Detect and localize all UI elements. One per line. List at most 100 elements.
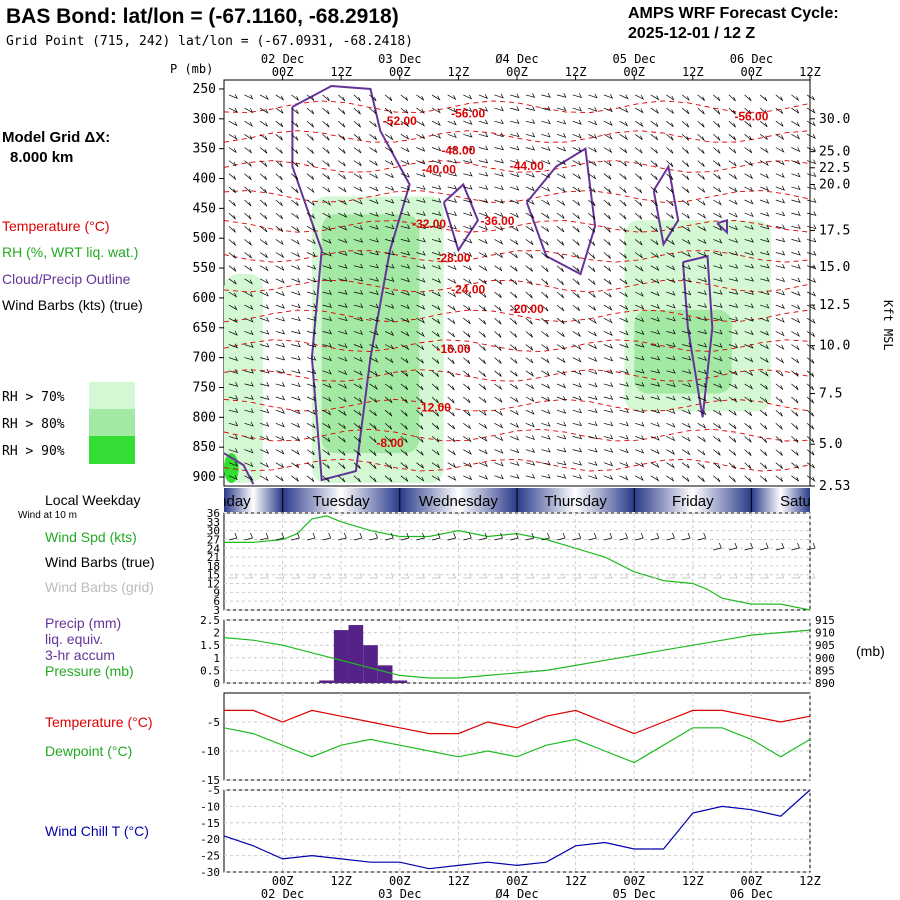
height-tick-label: 30.0 xyxy=(819,112,850,127)
wind-barb xyxy=(760,263,770,269)
wind-barb xyxy=(713,396,723,403)
wind-barb xyxy=(244,120,253,127)
wind-barb xyxy=(260,355,270,361)
wind-barb xyxy=(556,532,566,541)
wind-barb xyxy=(275,291,285,297)
cloud-outline xyxy=(682,254,714,418)
top-hour-label: 00Z xyxy=(389,65,411,79)
wind-barb xyxy=(697,94,705,101)
wind-barb xyxy=(384,107,393,114)
wind-barb xyxy=(259,408,270,414)
wind-barb xyxy=(384,147,394,154)
wind-barb xyxy=(306,252,316,257)
wind-barb xyxy=(728,199,738,206)
wind-barb xyxy=(306,532,316,541)
wind-barb xyxy=(353,276,364,282)
wind-barb xyxy=(228,434,239,440)
wind-barb xyxy=(463,225,473,230)
wind-barb xyxy=(619,107,629,113)
wind-barb xyxy=(541,434,551,440)
wind-barb xyxy=(275,252,285,259)
wind-barb xyxy=(791,542,800,551)
wind-barb xyxy=(244,226,252,233)
wind-barb xyxy=(634,160,643,167)
wind-barb xyxy=(556,265,564,273)
wind-barb xyxy=(572,120,582,125)
wind-barb xyxy=(697,436,707,443)
wind-barb xyxy=(494,93,504,99)
p-tick-label: 750 xyxy=(193,380,216,395)
wind-barb xyxy=(228,239,236,246)
wind-barb xyxy=(728,238,739,244)
wind-barb xyxy=(322,396,332,402)
wind-barb xyxy=(338,199,347,206)
wind-barb xyxy=(681,409,692,415)
wind-barb xyxy=(806,107,816,114)
wind-barb xyxy=(666,160,674,167)
wind-barb xyxy=(666,329,676,335)
wind-barb xyxy=(510,383,518,390)
wind-barb xyxy=(478,291,487,298)
wind-barb xyxy=(431,331,440,337)
temperature-line xyxy=(224,709,811,735)
wind-barb xyxy=(713,160,721,167)
wind-barb xyxy=(760,290,770,296)
wind-barb xyxy=(775,475,784,482)
wind-barb xyxy=(447,158,457,164)
cloud-outline xyxy=(223,452,255,485)
wind-barb xyxy=(588,239,596,246)
wind-barb xyxy=(619,448,629,454)
wind-barb xyxy=(338,212,348,218)
wind-barb xyxy=(447,462,457,469)
wind-barb xyxy=(322,212,332,219)
isotherm-label: -12.00 xyxy=(417,400,451,414)
height-tick-label: 2.53 xyxy=(819,479,850,494)
wind-barb xyxy=(369,396,378,403)
wind-barb xyxy=(807,185,817,190)
wind-barb xyxy=(447,224,457,230)
wind-barb xyxy=(291,329,301,335)
p-tick-label: 450 xyxy=(193,201,216,216)
wind-barb-grid xyxy=(728,572,738,579)
wind-barb xyxy=(478,158,489,164)
wind-barb xyxy=(353,383,363,390)
cloud-outline xyxy=(525,147,597,276)
wind-barb xyxy=(759,462,768,470)
wind-barb xyxy=(463,252,473,258)
p-tick-label: 550 xyxy=(193,261,216,276)
wind-barb xyxy=(525,106,536,111)
wind-barb xyxy=(603,173,612,180)
wind-barb xyxy=(353,199,363,205)
wind-barb xyxy=(291,382,301,388)
wind-barb xyxy=(744,423,752,430)
p-tick-label: 850 xyxy=(193,440,216,455)
wind-barb xyxy=(588,160,597,167)
y-tick-label: 36 xyxy=(207,507,220,520)
wind-barb xyxy=(635,342,645,348)
wind-barb xyxy=(666,462,675,469)
wind-barb xyxy=(353,343,364,349)
wind-barb xyxy=(447,344,455,351)
wind-barb xyxy=(494,278,503,285)
wind-barb xyxy=(744,290,754,295)
wind-barb-grid xyxy=(228,572,238,579)
wind-barb xyxy=(259,435,270,441)
windchill-panel: -5 -10 -15 -20 -25 -30 xyxy=(200,784,811,879)
weekday-cell xyxy=(634,488,752,512)
wind-barb xyxy=(463,532,472,541)
wind-barb xyxy=(244,278,253,285)
wind-barb xyxy=(244,381,254,387)
wind-barb xyxy=(322,186,331,193)
wind-barb xyxy=(759,94,768,102)
wind-barb xyxy=(744,357,754,363)
precip-label-1: Precip (mm) xyxy=(45,615,121,631)
wind-barb xyxy=(713,436,721,443)
wind-barb xyxy=(369,212,379,217)
wind-barb xyxy=(291,120,299,128)
wind-barb xyxy=(525,344,534,351)
wind-barb xyxy=(556,278,564,286)
wind-barb xyxy=(384,303,395,309)
wind-barb-grid xyxy=(760,572,769,579)
wind-barb xyxy=(291,134,299,141)
wind-barb xyxy=(463,184,473,190)
